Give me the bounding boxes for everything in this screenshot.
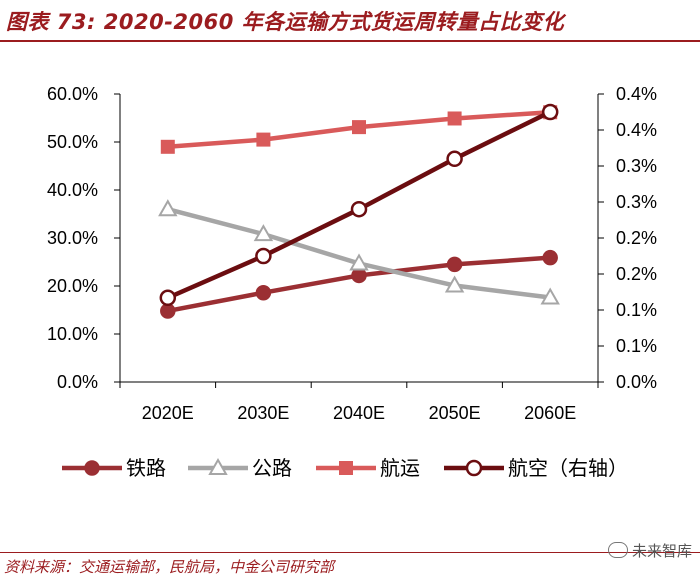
- legend-item-2: 公路: [188, 456, 292, 480]
- legend-marker: [465, 459, 483, 477]
- data-point: [444, 275, 465, 293]
- data-point: [256, 132, 271, 147]
- chart-title: 图表 73: 2020-2060 年各运输方式货运周转量占比变化: [6, 10, 565, 34]
- watermark: 未来智库: [607, 540, 692, 561]
- watermark-text: 未来智库: [631, 542, 692, 560]
- x-axis-tick-label: 2060E: [524, 403, 576, 423]
- left-axis-tick-label: 10.0%: [47, 324, 98, 344]
- data-point: [255, 284, 272, 301]
- series-2: [158, 199, 560, 305]
- data-point: [159, 289, 177, 307]
- data-point: [446, 256, 463, 273]
- right-axis-tick-label: 0.4%: [616, 84, 657, 104]
- legend-label: 铁路: [126, 456, 166, 480]
- series-line: [165, 206, 553, 300]
- right-axis-tick-label: 0.3%: [616, 192, 657, 212]
- data-point: [350, 200, 368, 218]
- legend-marker: [339, 461, 353, 475]
- legend-marker: [84, 460, 100, 476]
- left-axis-tick-label: 20.0%: [47, 276, 98, 296]
- left-axis-tick-label: 40.0%: [47, 180, 98, 200]
- data-point: [253, 224, 274, 242]
- x-axis-tick-label: 2050E: [429, 403, 481, 423]
- series-3: [160, 105, 558, 154]
- right-axis-tick-label: 0.1%: [616, 300, 657, 320]
- data-point: [541, 103, 559, 121]
- right-axis-tick-label: 0.3%: [616, 156, 657, 176]
- data-point: [446, 150, 463, 168]
- right-axis-tick-label: 0.0%: [616, 372, 657, 392]
- data-point: [160, 139, 175, 154]
- legend-label: 航运: [380, 456, 420, 480]
- line-chart: 0.0% 10.0% 20.0% 30.0% 40.0% 50.0% 60.0% 0.0% 0.…: [47, 84, 657, 480]
- legend-label: 公路: [252, 456, 292, 480]
- data-point: [352, 120, 366, 135]
- right-axis-tick-label: 0.1%: [616, 336, 657, 356]
- left-axis-tick-label: 30.0%: [47, 228, 98, 248]
- data-point: [160, 303, 176, 319]
- data-point: [158, 199, 178, 217]
- series-4: [159, 103, 559, 307]
- x-axis-tick-label: 2030E: [237, 403, 289, 423]
- x-axis-tick-label: 2040E: [333, 403, 385, 423]
- right-axis-tick-label: 0.2%: [616, 264, 657, 284]
- left-axis-tick-label: 50.0%: [47, 132, 98, 152]
- data-point: [349, 253, 369, 271]
- footer-rule: [0, 552, 700, 553]
- data-point: [351, 267, 367, 284]
- left-axis-tick-label: 0.0%: [57, 372, 98, 392]
- title-rule: [0, 40, 700, 42]
- source-note: 资料来源：交通运输部，民航局，中金公司研究部: [4, 558, 335, 576]
- right-axis-tick-label: 0.2%: [616, 228, 657, 248]
- x-axis-tick-label: 2020E: [142, 403, 194, 423]
- legend-item-1: 铁路: [62, 456, 166, 480]
- legend-label: 航空（右轴）: [508, 456, 628, 480]
- wechat-icon: [607, 542, 628, 558]
- legend-item-3: 航运: [316, 456, 420, 480]
- data-point: [255, 247, 272, 265]
- legend-item-4: 航空（右轴）: [444, 456, 628, 480]
- data-point: [540, 287, 560, 305]
- left-axis-tick-label: 60.0%: [47, 84, 98, 104]
- legend-marker: [208, 457, 228, 475]
- data-point: [447, 111, 462, 126]
- data-point: [542, 249, 558, 266]
- right-axis-tick-label: 0.4%: [616, 120, 657, 140]
